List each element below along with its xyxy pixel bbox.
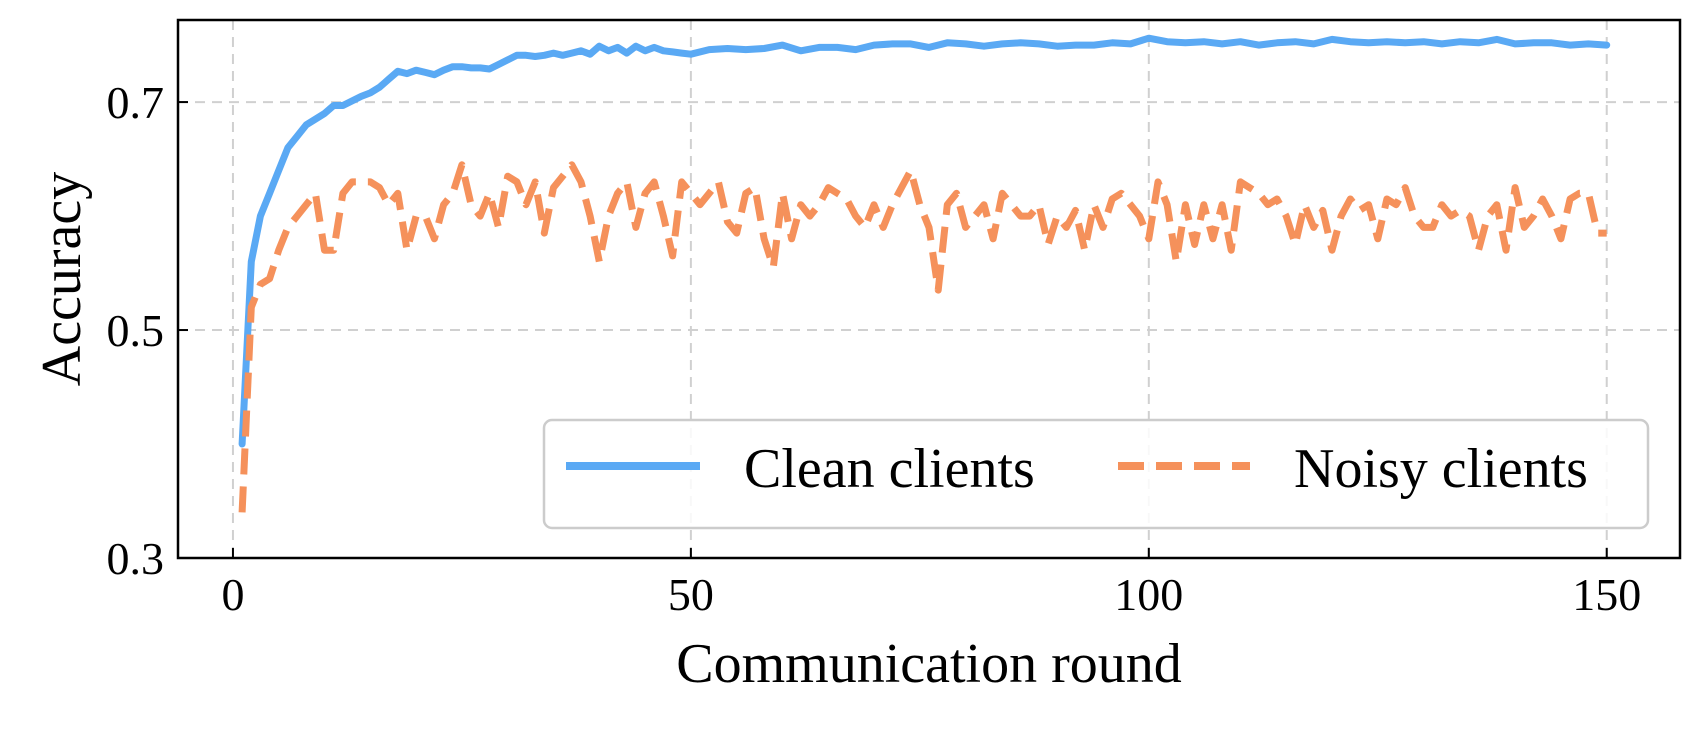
plot-frame [176, 18, 1682, 560]
axis-ticks [178, 101, 1608, 559]
legend: Clean clients Noisy clients [542, 418, 1650, 530]
y-tick-label: 0.7 [107, 77, 165, 128]
x-axis-title: Communication round [676, 633, 1182, 695]
x-tick-label: 50 [668, 569, 714, 620]
y-tick-label: 0.5 [107, 305, 165, 356]
x-tick-label: 0 [221, 569, 244, 620]
legend-label-clean-clients: Clean clients [744, 438, 1035, 500]
x-tick-label: 100 [1114, 569, 1183, 620]
legend-label-noisy-clients: Noisy clients [1294, 438, 1588, 500]
legend-box [542, 418, 1650, 530]
series-line-clean-clients [238, 34, 1611, 448]
y-tick-label: 0.3 [107, 533, 165, 584]
series-lines [238, 34, 1611, 513]
series-line-noisy-clients [238, 161, 1607, 513]
x-tick-label: 150 [1572, 569, 1641, 620]
tick-labels: 0 50 100 150 0.3 0.5 0.7 [107, 77, 1642, 620]
y-axis-title: Accuracy [31, 172, 93, 387]
